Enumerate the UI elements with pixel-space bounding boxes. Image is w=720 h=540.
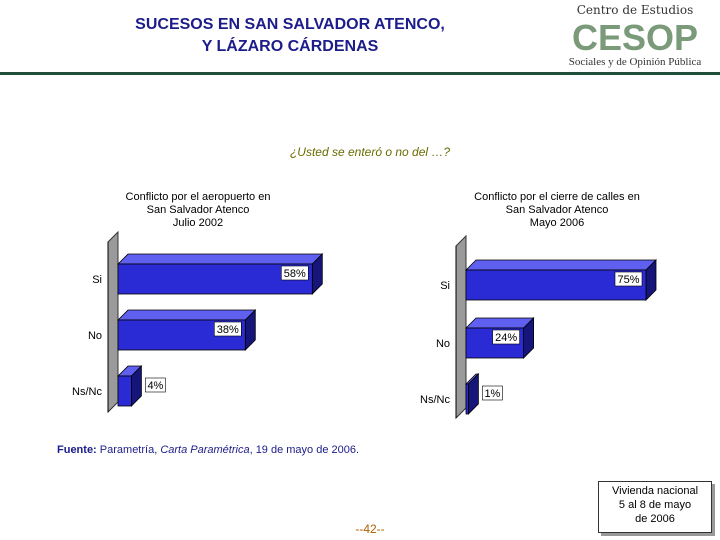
chart1-bar: [117, 375, 132, 407]
chart1-title-line: Julio 2002: [172, 217, 224, 229]
chart2-data-label: 75%: [617, 274, 639, 286]
chart2-category-label: Si: [440, 280, 450, 292]
source-note: Fuente: Parametría, Carta Paramétrica, 1…: [57, 444, 359, 456]
chart1-data-label-box: [280, 265, 309, 281]
source-publication: Carta Paramétrica: [160, 444, 250, 456]
page-title-line1: SUCESOS EN SAN SALVADOR ATENCO,: [135, 16, 445, 33]
chart1-bar-top: [117, 253, 324, 265]
source-text: Parametría,: [96, 444, 161, 456]
chart2-data-label: 1%: [484, 388, 500, 400]
chart1-side-wall: [107, 230, 119, 414]
chart2-data-label-box: [614, 271, 643, 287]
chart1-title-line: Conflicto por el aeropuerto en: [125, 191, 271, 203]
chart2-bar-top: [465, 259, 657, 271]
source-label: Fuente:: [57, 444, 97, 456]
survey-note-line: 5 al 8 de mayo: [618, 499, 692, 511]
question-text: ¿Usted se enteró o no del …?: [289, 145, 451, 159]
logo-mid-text: CESOP: [572, 17, 698, 58]
chart2-bar-top: [465, 317, 535, 329]
logo-top-text: Centro de Estudios: [577, 3, 694, 17]
chart2-side-wall: [455, 234, 467, 420]
chart1-data-label: 4%: [147, 380, 163, 392]
chart1-data-label-box: [214, 321, 242, 337]
chart1-data-label-box: [145, 377, 166, 393]
chart2-title-line: Conflicto por el cierre de calles en: [474, 191, 640, 203]
chart1-category-label: Ns/Nc: [72, 386, 102, 398]
chart2-data-label-box: [482, 385, 503, 401]
page-number: --42--: [355, 522, 385, 536]
chart2-data-label-box: [492, 329, 520, 345]
chart2-title: Conflicto por el cierre de calles en San…: [437, 191, 677, 230]
logo-bottom-text: Sociales y de Opinión Pública: [569, 56, 702, 68]
chart1-category-label: Si: [92, 274, 102, 286]
chart2-category-label: No: [436, 338, 450, 350]
header-rule: [0, 72, 720, 75]
chart1-bar-top: [117, 309, 257, 321]
chart2-category-label: Ns/Nc: [420, 394, 450, 406]
chart2-title-line: Mayo 2006: [529, 217, 585, 229]
chart2-data-label: 24%: [495, 332, 517, 344]
chart2-bar: [465, 383, 469, 415]
chart1-category-label: No: [88, 330, 102, 342]
chart1-title: Conflicto por el aeropuerto en San Salva…: [78, 191, 318, 230]
chart1-data-label: 58%: [284, 268, 306, 280]
survey-note-box: Vivienda nacional 5 al 8 de mayo de 2006: [598, 481, 712, 533]
chart1-bar: [117, 263, 313, 295]
page-title-line2: Y LÁZARO CÁRDENAS: [201, 38, 379, 55]
survey-note-line: de 2006: [635, 513, 675, 525]
source-date: , 19 de mayo de 2006.: [249, 444, 360, 456]
cesop-logo: Centro de Estudios CESOP Sociales y de O…: [569, 3, 702, 68]
survey-note-line: Vivienda nacional: [611, 485, 699, 497]
chart2-title-line: San Salvador Atenco: [505, 204, 609, 216]
chart1-title-line: San Salvador Atenco: [146, 204, 250, 216]
chart1-data-label: 38%: [217, 324, 239, 336]
